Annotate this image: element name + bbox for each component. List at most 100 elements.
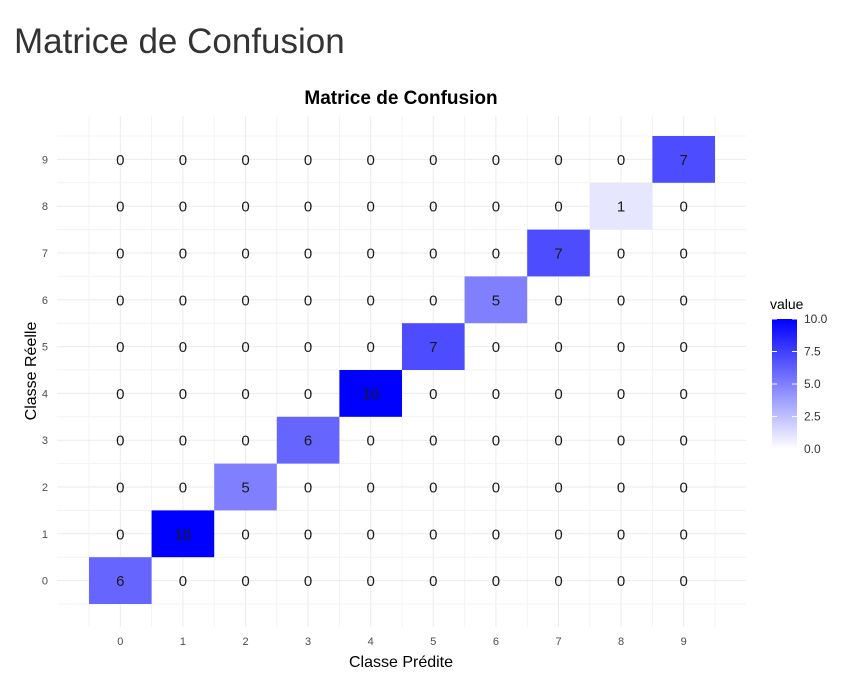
cell-value-label: 0 bbox=[367, 573, 375, 590]
cell-value-label: 0 bbox=[492, 386, 500, 403]
cell-value-label: 0 bbox=[367, 480, 375, 497]
cell-value-label: 0 bbox=[492, 526, 500, 543]
heatmap-cell bbox=[214, 463, 277, 511]
cell-value-label: 0 bbox=[617, 339, 625, 356]
x-tick-label: 8 bbox=[618, 636, 624, 648]
cell-value-label: 0 bbox=[429, 526, 437, 543]
y-tick-label: 0 bbox=[42, 576, 48, 588]
x-tick-label: 0 bbox=[117, 636, 123, 648]
cell-value-label: 0 bbox=[680, 246, 688, 263]
cell-value-label: 0 bbox=[492, 433, 500, 450]
cell-value-label: 0 bbox=[304, 339, 312, 356]
x-tick-label: 5 bbox=[430, 636, 436, 648]
y-tick-label: 5 bbox=[42, 342, 48, 354]
y-tick-label: 1 bbox=[42, 529, 48, 541]
cell-value-label: 0 bbox=[116, 480, 124, 497]
cell-value-label: 0 bbox=[179, 386, 187, 403]
y-tick-label: 3 bbox=[42, 435, 48, 447]
cell-value-label: 0 bbox=[680, 573, 688, 590]
cell-value-label: 0 bbox=[680, 199, 688, 216]
heatmap-cell bbox=[339, 370, 402, 417]
cell-value-label: 0 bbox=[617, 246, 625, 263]
cell-value-label: 0 bbox=[367, 526, 375, 543]
legend-tick-label: 7.5 bbox=[804, 345, 821, 359]
cell-value-label: 0 bbox=[492, 246, 500, 263]
cell-value-label: 6 bbox=[304, 433, 312, 450]
cell-value-label: 0 bbox=[241, 433, 249, 450]
y-tick-label: 4 bbox=[42, 388, 48, 400]
cell-value-label: 0 bbox=[179, 292, 187, 309]
cell-value-label: 0 bbox=[304, 573, 312, 590]
x-tick-label: 3 bbox=[305, 636, 311, 648]
cell-value-label: 0 bbox=[116, 292, 124, 309]
cell-value-label: 0 bbox=[241, 573, 249, 590]
y-tick-label: 9 bbox=[42, 154, 48, 166]
cell-value-label: 0 bbox=[617, 573, 625, 590]
cell-value-label: 0 bbox=[554, 199, 562, 216]
y-tick-label: 2 bbox=[42, 482, 48, 494]
cell-value-label: 0 bbox=[680, 480, 688, 497]
heatmap-cell bbox=[589, 182, 653, 230]
cell-value-label: 0 bbox=[429, 292, 437, 309]
cell-value-label: 5 bbox=[492, 292, 500, 309]
x-tick-label: 4 bbox=[368, 636, 374, 648]
legend-tick-label: 0.0 bbox=[804, 442, 821, 456]
heatmap-cell bbox=[151, 510, 215, 558]
legend-tick-label: 5.0 bbox=[804, 377, 821, 391]
legend-title: value bbox=[770, 296, 804, 312]
cell-value-label: 0 bbox=[179, 480, 187, 497]
cell-value-label: 0 bbox=[554, 292, 562, 309]
cell-value-label: 0 bbox=[429, 433, 437, 450]
cell-value-label: 0 bbox=[116, 386, 124, 403]
cell-value-label: 0 bbox=[617, 480, 625, 497]
cell-value-label: 0 bbox=[617, 386, 625, 403]
cell-value-label: 5 bbox=[241, 480, 249, 497]
cell-value-label: 0 bbox=[116, 199, 124, 216]
cell-value-label: 0 bbox=[429, 152, 437, 169]
x-tick-label: 9 bbox=[681, 636, 687, 648]
cell-value-label: 7 bbox=[429, 339, 437, 356]
cell-value-label: 0 bbox=[241, 152, 249, 169]
axis-tick-labels: 0 1 2 3 4 5 6 7 8 9 0 1 2 3 4 5 6 7 8 9 bbox=[42, 154, 687, 648]
chart-title: Matrice de Confusion bbox=[304, 88, 497, 109]
x-tick-label: 1 bbox=[180, 636, 186, 648]
cell-value-label: 0 bbox=[241, 386, 249, 403]
cell-value-label: 0 bbox=[680, 386, 688, 403]
cell-value-label: 6 bbox=[116, 573, 124, 590]
heatmap-cell bbox=[527, 229, 590, 277]
cell-value-label: 0 bbox=[680, 433, 688, 450]
x-tick-label: 7 bbox=[555, 636, 561, 648]
cell-value-label: 10 bbox=[175, 526, 192, 543]
cell-value-label: 0 bbox=[179, 246, 187, 263]
cell-value-label: 0 bbox=[492, 573, 500, 590]
cell-value-label: 0 bbox=[492, 199, 500, 216]
cell-value-label: 0 bbox=[179, 573, 187, 590]
cell-value-label: 0 bbox=[304, 199, 312, 216]
cell-value-label: 0 bbox=[680, 339, 688, 356]
cell-value-label: 0 bbox=[617, 526, 625, 543]
cell-value-label: 0 bbox=[304, 386, 312, 403]
heatmap-cell bbox=[402, 323, 465, 370]
cell-value-label: 0 bbox=[304, 526, 312, 543]
cell-value-label: 0 bbox=[367, 199, 375, 216]
cell-value-label: 0 bbox=[179, 433, 187, 450]
cell-value-label: 0 bbox=[179, 339, 187, 356]
x-axis-label: Classe Prédite bbox=[349, 654, 453, 671]
cell-value-label: 0 bbox=[116, 526, 124, 543]
cell-value-label: 0 bbox=[429, 573, 437, 590]
cell-value-label: 0 bbox=[554, 573, 562, 590]
cell-value-label: 0 bbox=[554, 526, 562, 543]
cell-value-label: 0 bbox=[492, 152, 500, 169]
cell-value-label: 0 bbox=[429, 386, 437, 403]
legend-tick-label: 2.5 bbox=[804, 410, 821, 424]
y-tick-label: 6 bbox=[42, 295, 48, 307]
cell-value-label: 0 bbox=[554, 386, 562, 403]
cell-value-label: 0 bbox=[179, 152, 187, 169]
cell-value-label: 0 bbox=[304, 480, 312, 497]
cell-value-label: 0 bbox=[241, 339, 249, 356]
cell-value-label: 0 bbox=[429, 199, 437, 216]
cell-value-label: 0 bbox=[617, 292, 625, 309]
cell-value-label: 0 bbox=[116, 433, 124, 450]
cell-value-label: 0 bbox=[680, 292, 688, 309]
